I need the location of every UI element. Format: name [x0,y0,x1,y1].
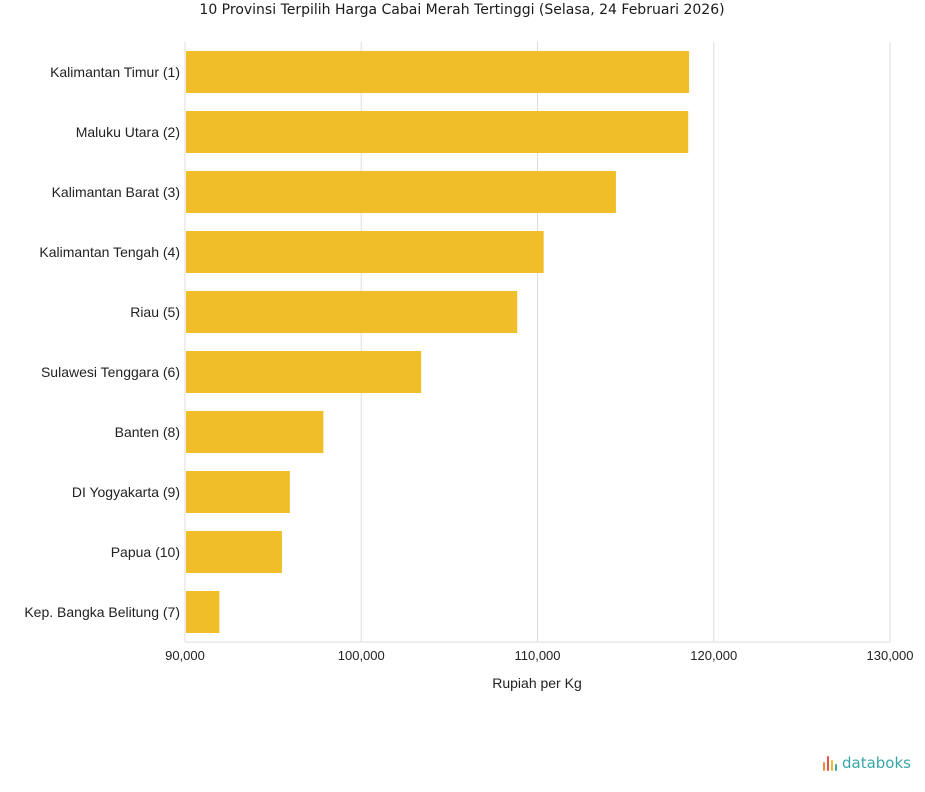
x-tick-labels: 90,000 100,000 110,000 120,000 130,000 [165,648,913,663]
category-label: Maluku Utara (2) [76,124,180,140]
chart-title: 10 Provinsi Terpilih Harga Cabai Merah T… [199,2,724,18]
bar [186,471,290,513]
x-tick-label: 90,000 [165,648,205,663]
bar [186,171,616,213]
category-label: Riau (5) [130,304,180,320]
category-label: DI Yogyakarta (9) [72,484,180,500]
x-tick-label: 100,000 [338,648,385,663]
bars [186,51,690,633]
bar [186,411,324,453]
bar [186,531,282,573]
databoks-logo: databoks [823,754,911,772]
x-axis-title: Rupiah per Kg [492,675,582,691]
category-label: Banten (8) [115,424,180,440]
databoks-logo-icon [823,755,839,771]
category-label: Sulawesi Tenggara (6) [41,364,180,380]
bar [186,111,689,153]
x-tick-label: 130,000 [867,648,914,663]
category-label: Papua (10) [111,544,180,560]
bar [186,351,422,393]
bar [186,231,544,273]
category-labels: Kalimantan Timur (1) Maluku Utara (2) Kali… [24,64,180,620]
x-tick-label: 110,000 [514,648,560,663]
category-label: Kalimantan Barat (3) [52,184,180,200]
databoks-logo-text: databoks [842,754,911,772]
bar [186,291,518,333]
bar [186,51,690,93]
x-tick-label: 120,000 [690,648,737,663]
category-label: Kalimantan Timur (1) [50,64,180,80]
bar [186,591,220,633]
category-label: Kalimantan Tengah (4) [39,244,180,260]
category-label: Kep. Bangka Belitung (7) [24,604,180,620]
